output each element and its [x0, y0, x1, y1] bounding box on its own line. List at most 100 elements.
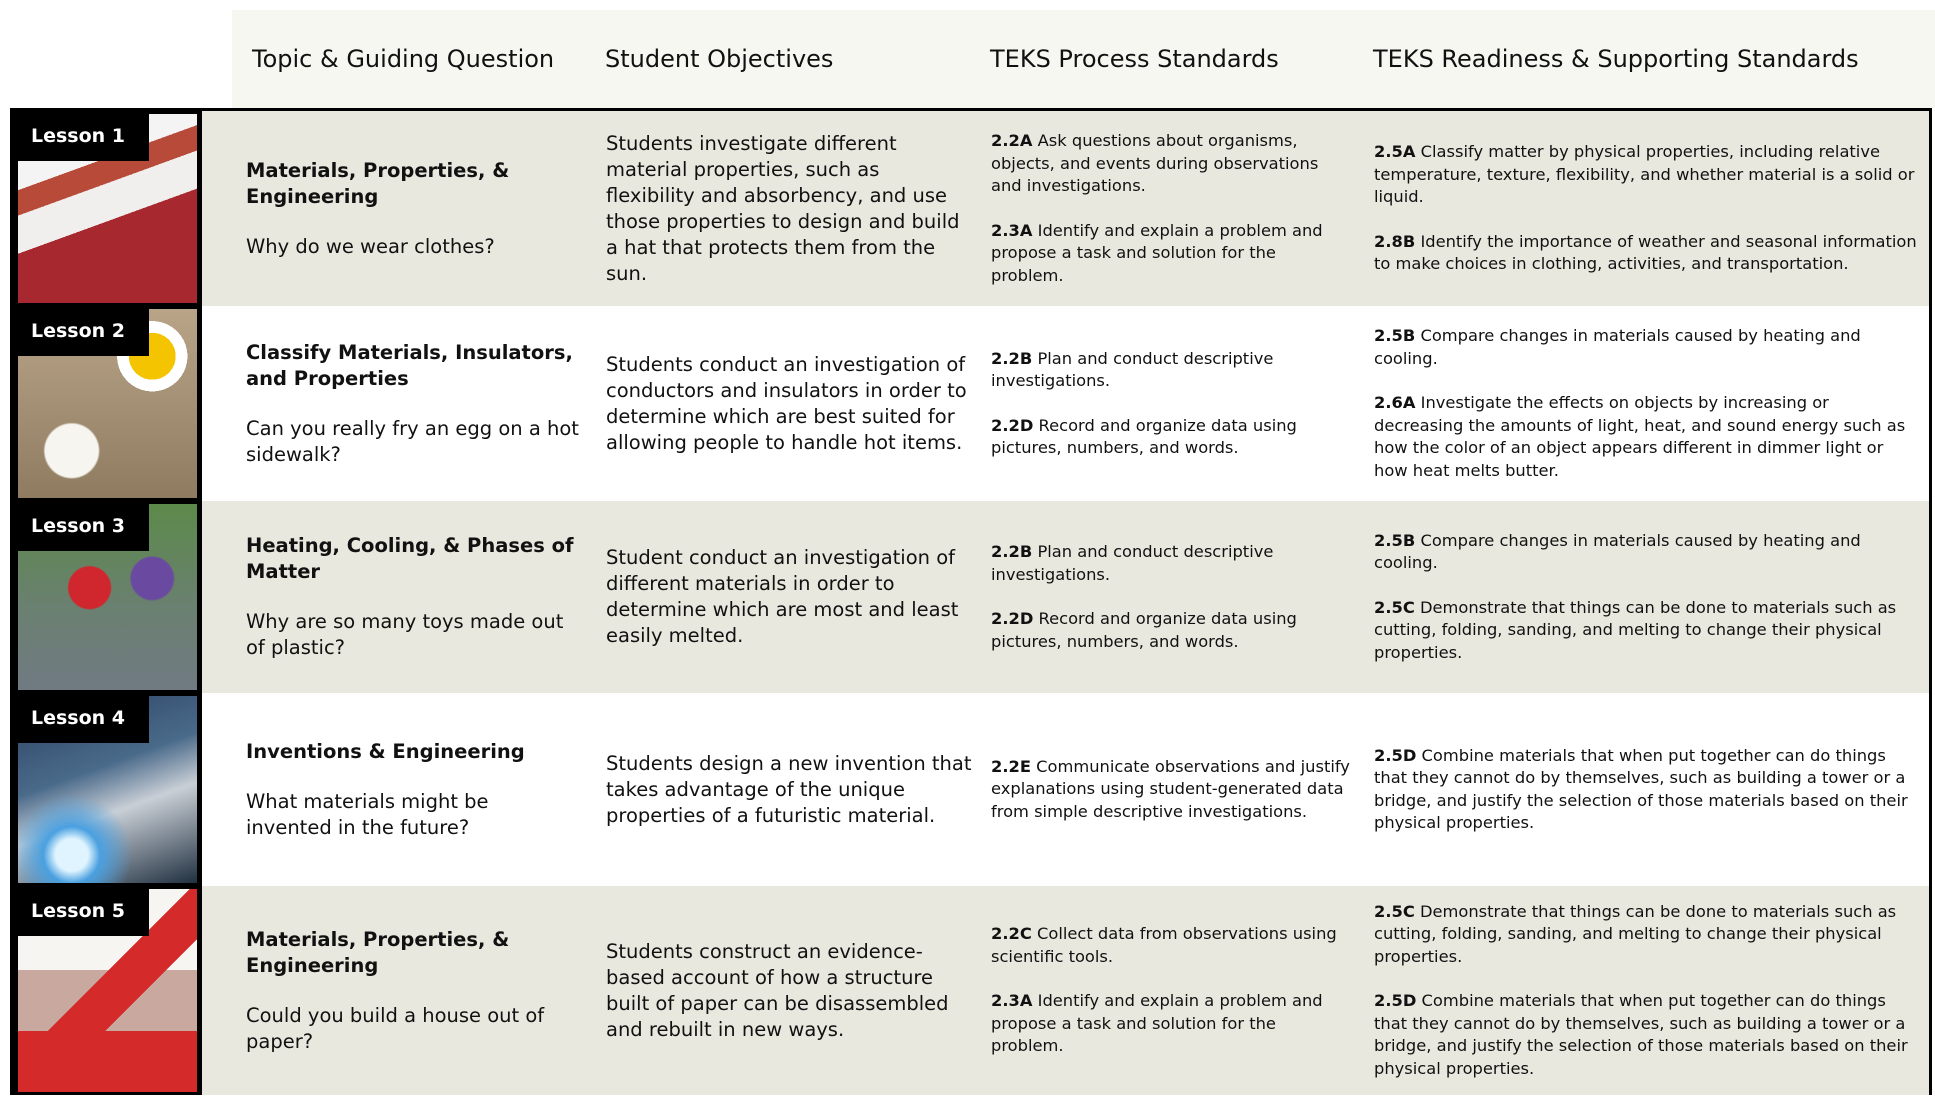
standard-text: Communicate observations and justify exp…	[991, 756, 1350, 821]
standard-code: 2.2C	[991, 924, 1032, 944]
standard: 2.2C Collect data from observations usin…	[991, 923, 1353, 968]
standard: 2.2D Record and organize data using pict…	[991, 608, 1353, 653]
standard-code: 2.2E	[991, 756, 1031, 776]
standard-text: Investigate the effects on objects by in…	[1374, 393, 1906, 480]
topic-cell: Materials, Properties, & Engineering Coul…	[202, 886, 596, 1095]
standard-code: 2.5D	[1374, 745, 1417, 765]
topic-title: Materials, Properties, & Engineering	[246, 927, 510, 977]
standard-code: 2.8B	[1374, 231, 1416, 251]
column-header: TEKS Readiness & Supporting Standards	[1373, 44, 1859, 73]
readiness-standards: 2.5B Compare changes in materials caused…	[1363, 501, 1929, 693]
standard-code: 2.5B	[1374, 326, 1416, 345]
standard-code: 2.5C	[1374, 597, 1415, 617]
process-standards: 2.2C Collect data from observations usin…	[981, 886, 1363, 1095]
standard: 2.2E Communicate observations and justif…	[991, 756, 1353, 824]
lesson-row: Lesson 2 Classify Materials, Insulators, …	[13, 306, 1929, 501]
standard-text: Compare changes in materials caused by h…	[1374, 326, 1861, 368]
standard-text: Demonstrate that things can be done to m…	[1374, 597, 1897, 662]
standard: 2.5A Classify matter by physical propert…	[1374, 141, 1921, 209]
standard: 2.5D Combine materials that when put tog…	[1374, 990, 1921, 1080]
topic-cell: Heating, Cooling, & Phases of Matter Why …	[202, 501, 596, 693]
guiding-question: Why do we wear clothes?	[246, 234, 495, 258]
standard: 2.5B Compare changes in materials caused…	[1374, 530, 1921, 575]
topic-title: Materials, Properties, & Engineering	[246, 158, 510, 208]
lesson-image: Lesson 5	[13, 886, 202, 1095]
process-standards: 2.2A Ask questions about organisms, obje…	[981, 111, 1363, 306]
lesson-label: Lesson 2	[13, 306, 149, 356]
lesson-image: Lesson 3	[13, 501, 202, 693]
objective: Students construct an evidence- based ac…	[606, 939, 949, 1041]
standard-code: 2.6A	[1374, 393, 1416, 412]
standard: 2.5B Compare changes in materials caused…	[1374, 325, 1921, 370]
lesson-label: Lesson 4	[13, 693, 149, 743]
topic-cell: Materials, Properties, & Engineering Why …	[202, 111, 596, 306]
topic-title: Classify Materials, Insulators, and Prop…	[246, 340, 573, 390]
standard-code: 2.5C	[1374, 901, 1415, 921]
standard: 2.5C Demonstrate that things can be done…	[1374, 901, 1921, 969]
topic-title: Inventions & Engineering	[246, 739, 525, 763]
column-header: Topic & Guiding Question	[252, 44, 555, 73]
lesson-image: Lesson 1	[13, 111, 202, 306]
standard-text: Collect data from observations using sci…	[991, 924, 1337, 966]
standard-text: Identify the importance of weather and s…	[1374, 231, 1917, 274]
standard: 2.2A Ask questions about organisms, obje…	[991, 130, 1353, 198]
objective: Student conduct an investigation of diff…	[606, 546, 959, 647]
lesson-label: Lesson 5	[13, 886, 149, 936]
standard: 2.2B Plan and conduct descriptive invest…	[991, 541, 1353, 586]
standard-code: 2.2A	[991, 131, 1033, 150]
objective: Students design a new invention that tak…	[606, 751, 972, 827]
standard-text: Combine materials that when put together…	[1374, 991, 1908, 1078]
guiding-question: Could you build a house out of paper?	[246, 1003, 545, 1053]
column-header: TEKS Process Standards	[990, 44, 1279, 73]
standard-text: Combine materials that when put together…	[1374, 745, 1908, 833]
standard-code: 2.5D	[1374, 991, 1417, 1011]
guiding-question: Can you really fry an egg on a hot sidew…	[246, 416, 579, 466]
lesson-image: Lesson 2	[13, 306, 202, 501]
objective: Students investigate different material …	[606, 131, 960, 285]
lesson-table: Lesson 1 Materials, Properties, & Enginee…	[10, 108, 1932, 1095]
standard-text: Identify and explain a problem and propo…	[991, 220, 1323, 285]
lesson-label: Lesson 1	[13, 111, 149, 161]
process-standards: 2.2B Plan and conduct descriptive invest…	[981, 501, 1363, 693]
readiness-standards: 2.5A Classify matter by physical propert…	[1363, 111, 1929, 306]
lesson-row: Lesson 3 Heating, Cooling, & Phases of Ma…	[13, 501, 1929, 693]
header: Topic & Guiding Question Student Objecti…	[232, 10, 1935, 108]
standard-text: Plan and conduct descriptive investigati…	[991, 542, 1274, 584]
standard-text: Classify matter by physical properties, …	[1374, 142, 1915, 207]
lesson-row: Lesson 4 Inventions & Engineering What mat…	[13, 693, 1929, 886]
standard: 2.8B Identify the importance of weather …	[1374, 231, 1921, 276]
lesson-label: Lesson 3	[13, 501, 149, 551]
lesson-row: Lesson 5 Materials, Properties, & Enginee…	[13, 886, 1929, 1095]
standard: 2.5C Demonstrate that things can be done…	[1374, 597, 1921, 665]
standard-code: 2.5B	[1374, 530, 1416, 550]
objective: Students conduct an investigation of con…	[606, 352, 967, 454]
lesson-image: Lesson 4	[13, 693, 202, 886]
standard-text: Record and organize data using pictures,…	[991, 609, 1297, 651]
column-header: Student Objectives	[605, 44, 834, 73]
standard-text: Identify and explain a problem and propo…	[991, 991, 1323, 1056]
standard: 2.5D Combine materials that when put tog…	[1374, 745, 1921, 835]
standard-code: 2.5A	[1374, 142, 1416, 162]
standard: 2.3A Identify and explain a problem and …	[991, 220, 1353, 288]
standard-code: 2.3A	[991, 220, 1033, 240]
standard-code: 2.2B	[991, 542, 1033, 561]
standard: 2.3A Identify and explain a problem and …	[991, 990, 1353, 1058]
standard: 2.2B Plan and conduct descriptive invest…	[991, 348, 1353, 393]
standard-text: Record and organize data using pictures,…	[991, 415, 1297, 458]
topic-title: Heating, Cooling, & Phases of Matter	[246, 534, 574, 583]
standard-code: 2.2D	[991, 609, 1034, 628]
topic-cell: Inventions & Engineering What materials m…	[202, 693, 596, 886]
topic-cell: Classify Materials, Insulators, and Prop…	[202, 306, 596, 501]
guiding-question: What materials might be invented in the …	[246, 789, 489, 839]
readiness-standards: 2.5C Demonstrate that things can be done…	[1363, 886, 1929, 1095]
standard-code: 2.2D	[991, 415, 1034, 435]
standard-text: Compare changes in materials caused by h…	[1374, 530, 1861, 573]
standard-text: Ask questions about organisms, objects, …	[991, 131, 1319, 195]
process-standards: 2.2E Communicate observations and justif…	[981, 693, 1363, 886]
readiness-standards: 2.5B Compare changes in materials caused…	[1363, 306, 1929, 501]
standard: 2.2D Record and organize data using pict…	[991, 415, 1353, 460]
lesson-row: Lesson 1 Materials, Properties, & Enginee…	[13, 111, 1929, 306]
standard: 2.6A Investigate the effects on objects …	[1374, 392, 1921, 482]
standard-text: Plan and conduct descriptive investigati…	[991, 348, 1274, 391]
